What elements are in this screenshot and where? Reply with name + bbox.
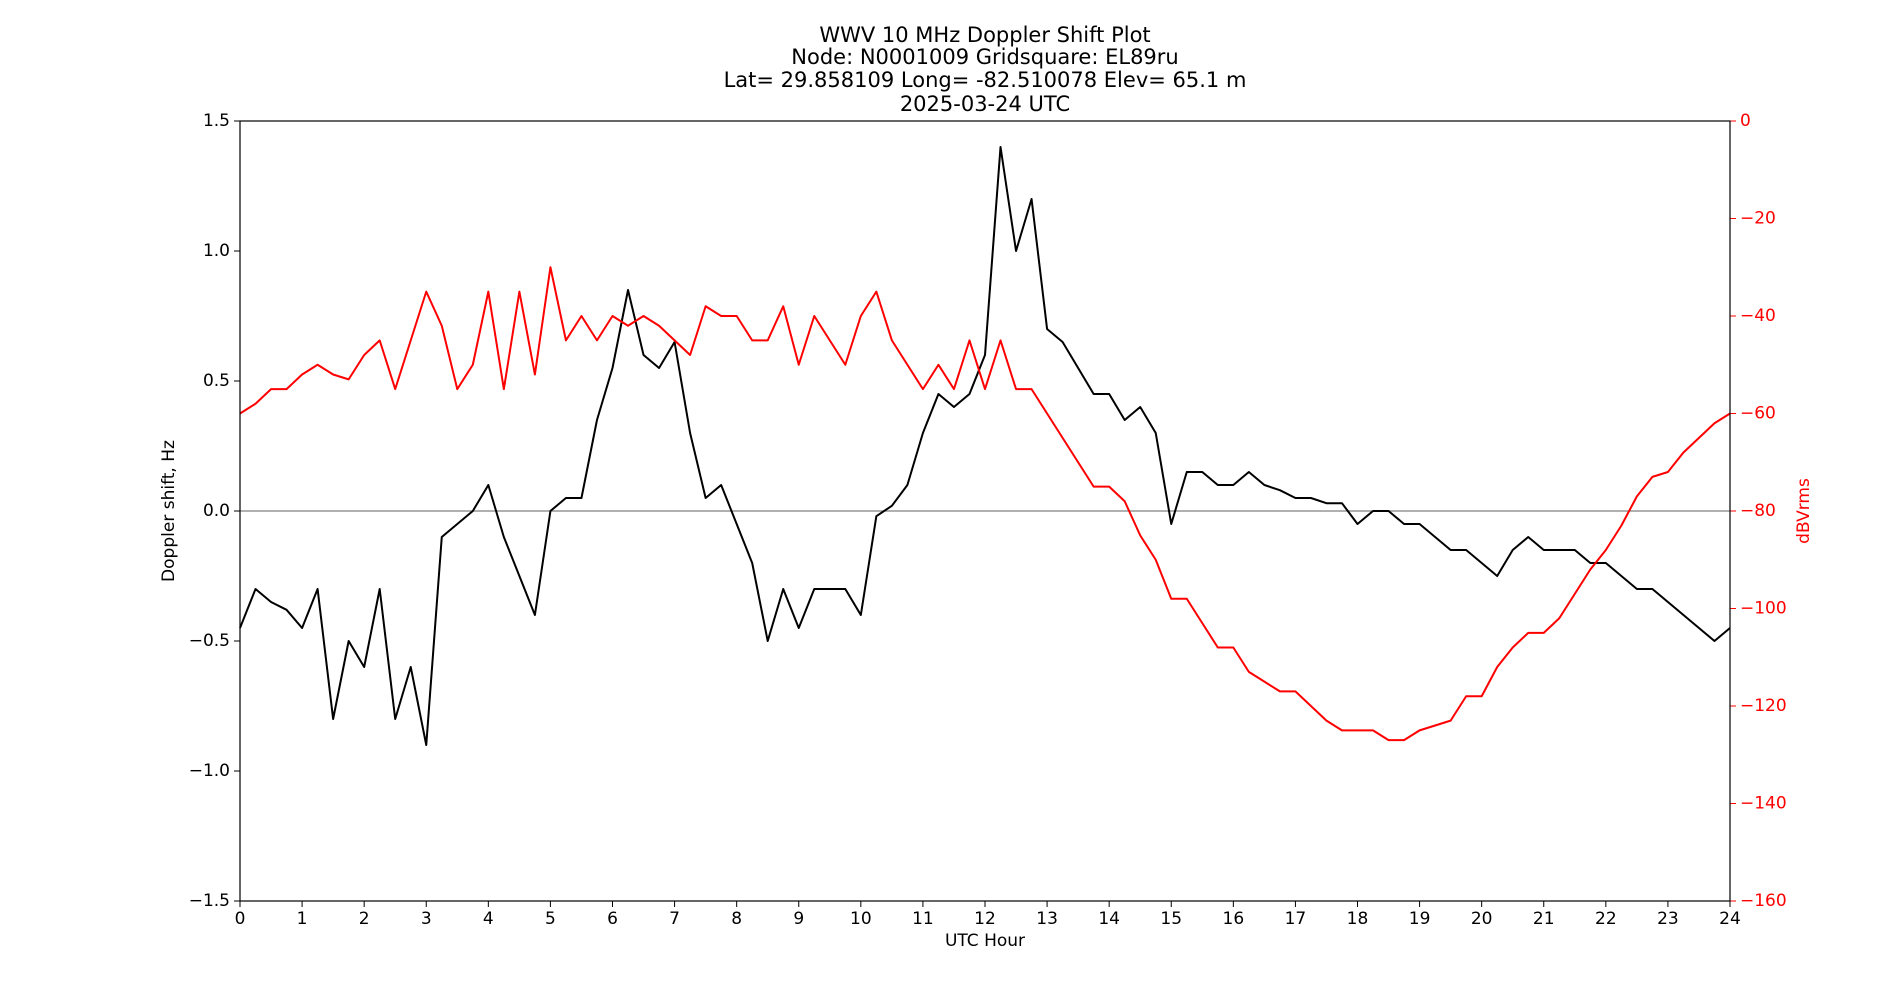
data-line — [239, 146, 1731, 746]
y2-tick-label: −160 — [1740, 891, 1787, 911]
y-tick-label: 0.0 — [203, 501, 230, 521]
x-tick-label: 0 — [235, 909, 246, 929]
x-tick-label: 16 — [1223, 909, 1245, 929]
x-tick-label: 19 — [1409, 909, 1431, 929]
y-axis-label: Doppler shift, Hz — [159, 440, 179, 582]
y2-tick-label: 0 — [1740, 111, 1751, 131]
x-tick-label: 3 — [421, 909, 432, 929]
chart-subtitle: Node: N0001009 Gridsquare: EL89ru — [791, 45, 1178, 69]
y2-tick-label: −120 — [1740, 696, 1787, 716]
plot-frame — [239, 120, 1731, 902]
x-tick-label: 7 — [669, 909, 680, 929]
x-tick-label: 13 — [1036, 909, 1058, 929]
y2-tick-label: −100 — [1740, 599, 1787, 619]
y-tick-label: 0.5 — [203, 371, 230, 391]
y2-axis-label: dBVrms — [1794, 478, 1814, 544]
y-tick-label: 1.5 — [203, 111, 230, 131]
x-tick-label: 5 — [545, 909, 556, 929]
y2-tick-label: −140 — [1740, 794, 1787, 814]
x-tick-label: 17 — [1285, 909, 1307, 929]
x-tick-label: 11 — [912, 909, 934, 929]
y-tick-label: −1.0 — [189, 761, 230, 781]
chart-subtitle: 2025-03-24 UTC — [900, 92, 1070, 116]
y2-tick-label: −40 — [1740, 306, 1776, 326]
y2-tick-label: −60 — [1740, 404, 1776, 424]
x-tick-label: 9 — [793, 909, 804, 929]
x-tick-label: 18 — [1347, 909, 1369, 929]
x-tick-label: 2 — [359, 909, 370, 929]
x-tick-label: 23 — [1657, 909, 1679, 929]
y-tick-label: −1.5 — [189, 891, 230, 911]
x-tick-label: 8 — [731, 909, 742, 929]
data-line — [239, 266, 1731, 742]
x-tick-label: 14 — [1098, 909, 1120, 929]
x-tick-label: 10 — [850, 909, 872, 929]
x-tick-label: 6 — [607, 909, 618, 929]
x-tick-label: 15 — [1160, 909, 1182, 929]
x-tick-label: 22 — [1595, 909, 1617, 929]
x-tick-label: 20 — [1471, 909, 1493, 929]
y2-tick-label: −80 — [1740, 501, 1776, 521]
chart-subtitle: Lat= 29.858109 Long= -82.510078 Elev= 65… — [724, 68, 1247, 92]
y-tick-label: 1.0 — [203, 241, 230, 261]
y-tick-label: −0.5 — [189, 631, 230, 651]
chart-title: WWV 10 MHz Doppler Shift Plot — [819, 23, 1150, 47]
x-tick-label: 24 — [1719, 909, 1741, 929]
x-tick-label: 12 — [974, 909, 996, 929]
x-tick-label: 21 — [1533, 909, 1555, 929]
x-tick-label: 1 — [297, 909, 308, 929]
x-axis-label: UTC Hour — [945, 931, 1025, 951]
x-tick-label: 4 — [483, 909, 494, 929]
y2-tick-label: −20 — [1740, 209, 1776, 229]
